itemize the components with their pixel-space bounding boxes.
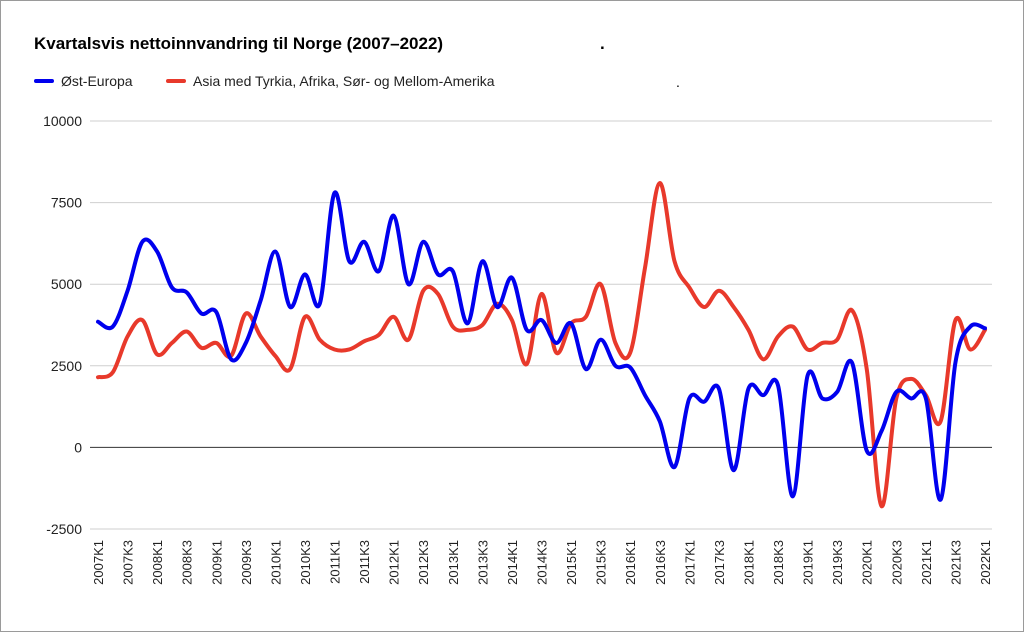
x-tick-label: 2014K1 xyxy=(505,540,520,585)
legend-swatch xyxy=(166,79,186,83)
x-tick-label: 2013K3 xyxy=(475,540,490,585)
x-tick-label: 2016K1 xyxy=(623,540,638,585)
x-tick-label: 2014K3 xyxy=(535,540,550,585)
y-tick-label: 5000 xyxy=(51,276,82,292)
x-tick-label: 2018K3 xyxy=(771,540,786,585)
x-tick-label: 2022K1 xyxy=(978,540,993,585)
x-tick-label: 2011K3 xyxy=(357,540,372,584)
x-tick-label: 2008K1 xyxy=(150,540,165,585)
chart-title: Kvartalsvis nettoinnvandring til Norge (… xyxy=(34,34,444,53)
legend-swatch xyxy=(34,79,54,83)
x-tick-label: 2020K1 xyxy=(860,540,875,585)
x-tick-label: 2019K3 xyxy=(830,540,845,585)
x-tick-label: 2007K1 xyxy=(91,540,106,585)
x-tick-label: 2011K1 xyxy=(328,540,343,584)
y-tick-label: 10000 xyxy=(43,113,82,129)
x-tick-label: 2009K3 xyxy=(239,540,254,585)
legend-item-asia-afrika: Asia med Tyrkia, Afrika, Sør- og Mellom-… xyxy=(166,73,495,89)
x-tick-label: 2016K3 xyxy=(653,540,668,585)
x-tick-label: 2010K3 xyxy=(298,540,313,585)
x-tick-label: 2010K1 xyxy=(268,540,283,585)
legend-trailing-dot: . xyxy=(676,74,680,90)
y-tick-label: -2500 xyxy=(46,521,82,537)
x-tick-label: 2015K1 xyxy=(564,540,579,585)
y-tick-label: 0 xyxy=(74,439,82,455)
y-tick-label: 7500 xyxy=(51,195,82,211)
x-tick-label: 2021K1 xyxy=(919,540,934,585)
x-tick-label: 2008K3 xyxy=(180,540,195,585)
legend-item-ost-europa: Øst-Europa xyxy=(34,73,133,89)
x-tick-label: 2018K1 xyxy=(741,540,756,585)
x-tick-label: 2019K1 xyxy=(801,540,816,585)
series-line-ost-europa xyxy=(96,190,987,502)
x-tick-label: 2012K3 xyxy=(416,540,431,585)
title-trailing-dot: . xyxy=(600,34,605,53)
series-line-asia-afrika xyxy=(96,181,987,509)
x-tick-label: 2013K1 xyxy=(446,540,461,585)
x-tick-label: 2012K1 xyxy=(387,540,402,585)
legend-label: Øst-Europa xyxy=(61,73,133,89)
x-tick-label: 2021K3 xyxy=(948,540,963,585)
x-tick-label: 2015K3 xyxy=(594,540,609,585)
x-tick-label: 2017K1 xyxy=(682,540,697,585)
y-tick-label: 2500 xyxy=(51,358,82,374)
x-tick-label: 2020K3 xyxy=(889,540,904,585)
x-tick-label: 2017K3 xyxy=(712,540,727,585)
legend-label: Asia med Tyrkia, Afrika, Sør- og Mellom-… xyxy=(193,73,495,89)
x-tick-label: 2007K3 xyxy=(121,540,136,585)
x-tick-label: 2009K1 xyxy=(209,540,224,585)
